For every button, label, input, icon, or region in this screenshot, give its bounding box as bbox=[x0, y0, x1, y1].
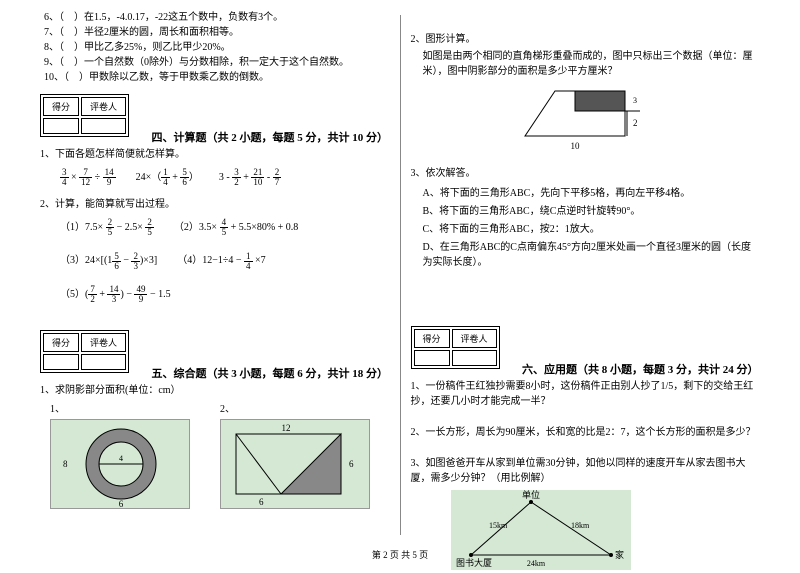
svg-text:6: 6 bbox=[119, 499, 124, 509]
expression: （1）7.5× 25 − 2.5× 25 bbox=[60, 218, 154, 237]
svg-text:8: 8 bbox=[63, 459, 68, 469]
svg-text:10: 10 bbox=[571, 141, 581, 151]
q3-item: C、将下面的三角形ABC，按2：1放大。 bbox=[423, 220, 761, 235]
q4-1-prompt: 1、下面各题怎样简便就怎样算。 bbox=[40, 147, 390, 162]
expression: （5）(72 + 143) − 499 − 1.5 bbox=[60, 285, 171, 304]
expression: 3 - 32 + 2110 - 27 bbox=[219, 168, 281, 187]
circle-svg: 4 8 6 bbox=[51, 419, 189, 509]
grader-label: 评卷人 bbox=[81, 333, 126, 352]
q4-2-prompt: 2、计算，能简算就写出过程。 bbox=[40, 197, 390, 212]
section4-title: 四、计算题（共 2 小题，每题 5 分，共计 10 分） bbox=[152, 129, 389, 145]
q3-item: D、在三角形ABC的C点南偏东45°方向2厘米处画一个直径3厘米的圆（长度为实际… bbox=[423, 238, 761, 268]
judge-item: 8、（ ）甲比乙多25%，则乙比甲少20%。 bbox=[40, 41, 390, 55]
judge-item: 7、（ ）半径2厘米的圆，周长和面积相等。 bbox=[40, 26, 390, 40]
svg-text:4: 4 bbox=[119, 454, 123, 463]
q3-item: B、将下面的三角形ABC，绕C点逆时针旋转90°。 bbox=[423, 202, 761, 217]
judge-item: 6、（ ）在1.5，-4.0.17，-22这五个数中，负数有3个。 bbox=[40, 11, 390, 25]
score-table: 得分 评卷人 bbox=[40, 330, 129, 373]
section5-header: 得分 评卷人 五、综合题（共 3 小题，每题 6 分，共计 18 分） bbox=[40, 322, 390, 381]
q6-3: 3、如图爸爸开车从家到单位需30分钟，如他以同样的速度开车从家去图书大厦，需多少… bbox=[411, 456, 761, 486]
expression: （2）3.5× 45 + 5.5×80% + 0.8 bbox=[174, 218, 298, 237]
expression: 34 × 712 ÷ 149 bbox=[60, 168, 116, 187]
section5-title: 五、综合题（共 3 小题，每题 6 分，共计 18 分） bbox=[152, 365, 389, 381]
figure-2: 2、 12 6 6 bbox=[220, 400, 370, 509]
tri-ledge: 15km bbox=[489, 521, 508, 530]
left-column: 6、（ ）在1.5，-4.0.17，-22这五个数中，负数有3个。 7、（ ）半… bbox=[30, 10, 400, 540]
fig-label: 1、 bbox=[50, 400, 190, 415]
expression: 24×（14 + 56） bbox=[136, 168, 199, 187]
q4-1-expressions: 34 × 712 ÷ 149 24×（14 + 56） 3 - 32 + 211… bbox=[60, 168, 390, 187]
tri-top-label: 单位 bbox=[521, 490, 539, 500]
expression: （3）24×[(156 − 23)×3] bbox=[60, 251, 157, 270]
svg-text:3: 3 bbox=[633, 96, 637, 105]
grader-label: 评卷人 bbox=[81, 97, 126, 116]
fig-label: 2、 bbox=[220, 400, 370, 415]
trapezoid-figure: 3 2 10 bbox=[411, 81, 761, 164]
score-table: 得分 评卷人 bbox=[411, 326, 500, 369]
svg-text:6: 6 bbox=[259, 497, 264, 507]
quad-figure: 12 6 6 bbox=[220, 419, 370, 509]
tri-redge: 18km bbox=[571, 521, 590, 530]
circle-figure: 4 8 6 bbox=[50, 419, 190, 509]
figures-row: 1、 4 8 6 2、 bbox=[50, 400, 390, 509]
score-label: 得分 bbox=[414, 329, 450, 348]
q6-1: 1、一份稿件王红独抄需要8小时，这份稿件正由别人抄了1/5，剩下的交给王红抄，还… bbox=[411, 379, 761, 409]
q2-text: 如图是由两个相同的直角梯形重叠而成的，图中只标出三个数据（单位：厘米），图中阴影… bbox=[411, 49, 761, 79]
trap-svg: 3 2 10 bbox=[505, 81, 665, 161]
judge-item: 9、（ ）一个自然数（0除外）与分数相除，积一定大于这个自然数。 bbox=[40, 56, 390, 70]
right-column: 2、图形计算。 如图是由两个相同的直角梯形重叠而成的，图中只标出三个数据（单位：… bbox=[401, 10, 771, 540]
q4-2-row3: （5）(72 + 143) − 499 − 1.5 bbox=[60, 285, 390, 304]
q3-item: A、将下面的三角形ABC，先向下平移5格，再向左平移4格。 bbox=[423, 184, 761, 199]
svg-text:6: 6 bbox=[349, 459, 354, 469]
quad-svg: 12 6 6 bbox=[221, 419, 369, 509]
expression: （4）12−1÷4 − 14 ×7 bbox=[177, 251, 265, 270]
q4-2-row2: （3）24×[(156 − 23)×3] （4）12−1÷4 − 14 ×7 bbox=[60, 251, 390, 270]
score-label: 得分 bbox=[43, 97, 79, 116]
judge-questions: 6、（ ）在1.5，-4.0.17，-22这五个数中，负数有3个。 7、（ ）半… bbox=[40, 11, 390, 85]
score-table: 得分 评卷人 bbox=[40, 94, 129, 137]
page-container: 6、（ ）在1.5，-4.0.17，-22这五个数中，负数有3个。 7、（ ）半… bbox=[0, 0, 800, 540]
section6-title: 六、应用题（共 8 小题，每题 3 分，共计 24 分） bbox=[522, 361, 759, 377]
q3-title: 3、依次解答。 bbox=[411, 166, 761, 181]
svg-text:2: 2 bbox=[633, 118, 638, 128]
score-label: 得分 bbox=[43, 333, 79, 352]
judge-item: 10、（ ）甲数除以乙数，等于甲数乘乙数的倒数。 bbox=[40, 71, 390, 85]
section6-header: 得分 评卷人 六、应用题（共 8 小题，每题 3 分，共计 24 分） bbox=[411, 318, 761, 377]
grader-label: 评卷人 bbox=[452, 329, 497, 348]
q2-title: 2、图形计算。 bbox=[411, 32, 761, 47]
section4-header: 得分 评卷人 四、计算题（共 2 小题，每题 5 分，共计 10 分） bbox=[40, 86, 390, 145]
q5-1-prompt: 1、求阴影部分面积(单位：cm） bbox=[40, 383, 390, 398]
svg-text:12: 12 bbox=[282, 423, 291, 433]
figure-1: 1、 4 8 6 bbox=[50, 400, 190, 509]
q4-2-row1: （1）7.5× 25 − 2.5× 25 （2）3.5× 45 + 5.5×80… bbox=[60, 218, 390, 237]
q6-2: 2、一长方形，周长为90厘米，长和宽的比是2：7，这个长方形的面积是多少？ bbox=[411, 425, 761, 440]
page-footer: 第 2 页 共 5 页 bbox=[0, 548, 800, 561]
